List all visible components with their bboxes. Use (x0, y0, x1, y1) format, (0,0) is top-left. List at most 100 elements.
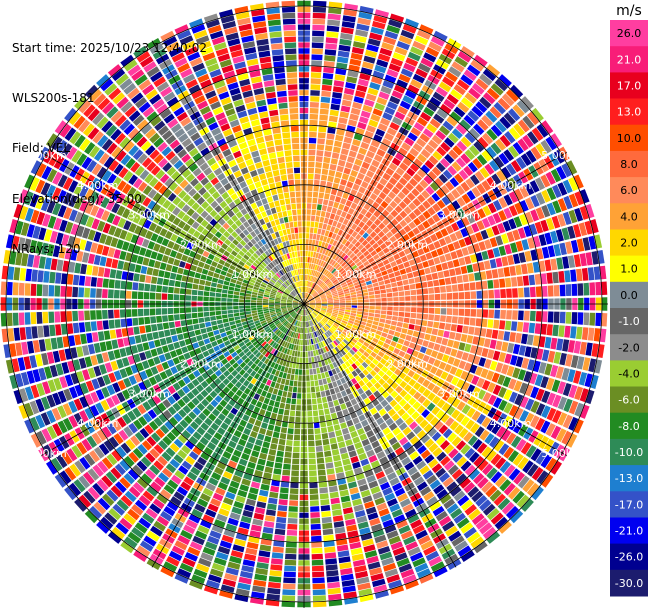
velocity-gate (6, 281, 13, 296)
velocity-gate (361, 216, 369, 224)
velocity-gate (338, 312, 344, 316)
velocity-gate (42, 284, 49, 297)
velocity-gate (162, 278, 170, 286)
velocity-gate (340, 377, 347, 384)
velocity-gate (366, 284, 373, 289)
velocity-gate (513, 123, 526, 137)
velocity-gate (340, 198, 347, 205)
velocity-gate (294, 428, 301, 435)
velocity-gate (373, 154, 383, 163)
velocity-gate (587, 267, 595, 281)
velocity-gate (393, 253, 401, 260)
velocity-gate (327, 298, 333, 301)
velocity-gate (333, 340, 339, 346)
velocity-gate (197, 312, 204, 318)
velocity-gate (319, 108, 329, 115)
velocity-gate (187, 325, 194, 332)
velocity-gate (333, 299, 339, 302)
velocity-gate (340, 179, 348, 186)
velocity-gate (519, 200, 529, 212)
velocity-gate (216, 283, 223, 289)
velocity-gate (372, 321, 379, 326)
velocity-gate (308, 434, 315, 441)
velocity-gate (284, 559, 297, 566)
velocity-gate (524, 412, 535, 426)
velocity-gate (419, 239, 427, 247)
velocity-gate (426, 402, 436, 412)
velocity-gate (322, 365, 328, 372)
velocity-gate (475, 366, 483, 376)
velocity-gate (382, 374, 390, 382)
velocity-gate (269, 491, 279, 499)
velocity-gate (365, 506, 377, 515)
velocity-gate (454, 230, 463, 240)
velocity-gate (340, 211, 347, 218)
velocity-gate (139, 274, 146, 283)
velocity-gate (511, 321, 518, 331)
velocity-gate (567, 225, 576, 239)
velocity-gate (531, 107, 544, 122)
velocity-gate (358, 264, 365, 270)
velocity-gate (409, 147, 420, 157)
velocity-gate (442, 120, 454, 132)
velocity-gate (284, 565, 296, 572)
velocity-gate (257, 307, 263, 310)
velocity-gate (213, 272, 220, 279)
velocity-gate (307, 405, 312, 411)
velocity-gate (388, 422, 398, 431)
velocity-gate (363, 329, 370, 335)
velocity-gate (415, 183, 425, 193)
velocity-gate (304, 280, 306, 287)
velocity-gate (356, 293, 363, 297)
velocity-gate (433, 30, 448, 42)
velocity-gate (556, 257, 564, 270)
velocity-gate (345, 307, 351, 310)
velocity-gate (179, 307, 186, 314)
velocity-gate (446, 481, 458, 493)
velocity-gate (267, 424, 275, 431)
velocity-gate (568, 384, 578, 399)
velocity-gate (156, 346, 164, 355)
velocity-gate (371, 159, 380, 168)
velocity-gate (268, 301, 275, 304)
velocity-gate (399, 306, 405, 312)
velocity-gate (382, 259, 390, 266)
velocity-gate (349, 262, 356, 268)
velocity-gate (336, 286, 342, 291)
velocity-gate (351, 238, 358, 245)
velocity-gate (460, 74, 474, 86)
velocity-gate (317, 349, 322, 355)
velocity-gate (402, 95, 414, 105)
velocity-gate (546, 392, 556, 406)
velocity-gate (389, 365, 397, 373)
velocity-gate (306, 315, 308, 321)
velocity-gate (338, 117, 348, 125)
velocity-gate (316, 258, 320, 265)
velocity-gate (399, 498, 411, 508)
velocity-gate (529, 372, 538, 385)
velocity-gate (403, 206, 412, 215)
velocity-gate (322, 522, 333, 530)
velocity-gate (382, 382, 390, 390)
velocity-gate (326, 281, 332, 286)
velocity-gate (460, 227, 469, 238)
velocity-gate (305, 286, 307, 293)
velocity-gate (379, 456, 389, 465)
velocity-gate (431, 134, 443, 145)
velocity-gate (310, 380, 315, 387)
velocity-gate (357, 299, 363, 303)
velocity-gate (482, 503, 496, 516)
velocity-gate (434, 314, 440, 322)
velocity-gate (394, 368, 402, 376)
velocity-gate (413, 122, 425, 132)
velocity-gate (334, 196, 342, 203)
velocity-gate (471, 490, 484, 503)
velocity-gate (466, 335, 474, 344)
velocity-gate (417, 204, 427, 213)
velocity-gate (550, 425, 562, 440)
velocity-gate (389, 95, 401, 105)
velocity-gate (307, 179, 314, 186)
velocity-gate (187, 276, 194, 283)
velocity-gate (36, 284, 43, 296)
velocity-gate (344, 368, 351, 375)
